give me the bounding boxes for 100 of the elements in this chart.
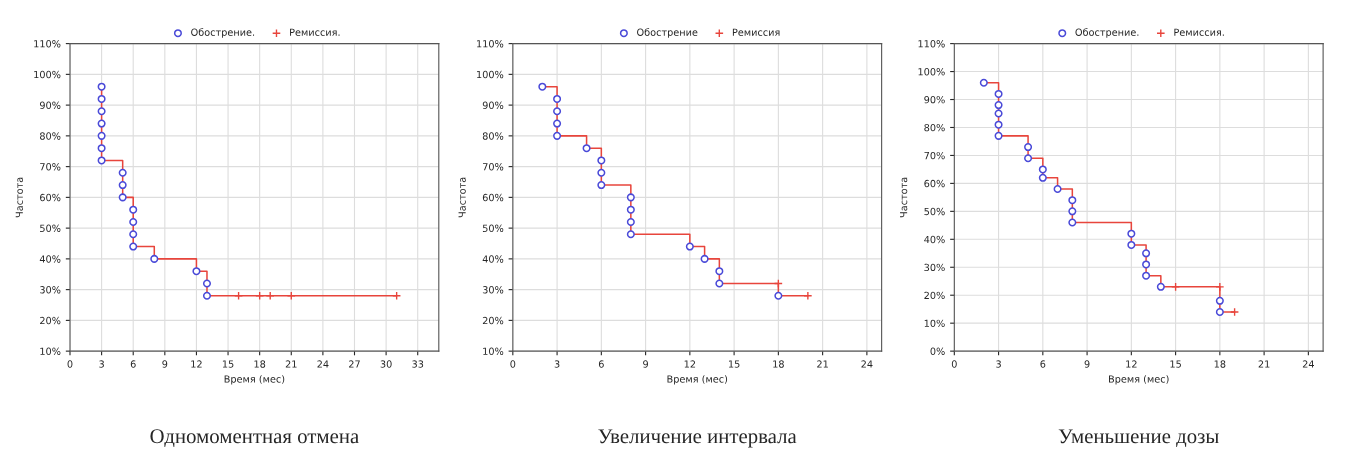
x-tick-label: 3 <box>996 360 1001 368</box>
x-tick-label: 15 <box>222 360 234 368</box>
y-tick-label: 50% <box>40 224 61 232</box>
y-tick-label: 60% <box>40 193 61 202</box>
point <box>597 168 606 177</box>
point <box>1142 249 1151 258</box>
x-axis-title: Время (мес) <box>224 375 285 385</box>
y-tick-label: 110% <box>918 40 945 48</box>
point <box>1215 307 1224 317</box>
point <box>97 119 106 128</box>
x-tick-label: 9 <box>1084 360 1090 368</box>
point <box>129 205 138 214</box>
x-tick-label: 12 <box>1126 360 1137 368</box>
y-tick-label: 110% <box>477 40 504 48</box>
point <box>597 181 606 190</box>
point <box>774 291 783 300</box>
point <box>994 131 1003 140</box>
legend-label: Обострение. <box>1075 28 1139 38</box>
point <box>1156 282 1165 291</box>
x-tick-label: 24 <box>317 360 329 368</box>
point <box>553 94 562 103</box>
point <box>1142 271 1151 280</box>
x-tick-label: 30 <box>380 360 392 368</box>
point <box>1024 154 1033 163</box>
point <box>994 89 1003 98</box>
point <box>1142 260 1151 269</box>
point <box>553 119 562 128</box>
x-tick-label: 21 <box>817 360 828 368</box>
point <box>1053 184 1062 194</box>
point <box>202 279 211 288</box>
legend-label: Ремиссия. <box>290 28 340 36</box>
x-tick-label: 33 <box>412 360 424 368</box>
point <box>129 242 138 251</box>
x-axis-title: Время (мес) <box>667 375 728 385</box>
y-tick-label: 80% <box>924 123 945 132</box>
point <box>1024 143 1033 152</box>
x-tick-label: 21 <box>285 360 297 368</box>
x-tick-label: 6 <box>1040 360 1046 368</box>
point <box>1068 196 1077 205</box>
x-tick-label: 12 <box>191 360 202 368</box>
y-tick-label: 0% <box>930 347 945 355</box>
point <box>1068 218 1077 227</box>
point <box>202 291 211 300</box>
y-tick-label: 80% <box>482 132 504 140</box>
y-tick-label: 90% <box>482 101 504 109</box>
legend-label: Ремиссия <box>732 28 780 36</box>
point <box>715 267 724 276</box>
y-tick-label: 110% <box>34 40 61 48</box>
y-tick-label: 20% <box>40 316 61 325</box>
point <box>994 109 1003 118</box>
y-tick-label: 40% <box>924 235 945 244</box>
point <box>192 267 201 276</box>
point <box>97 156 106 165</box>
point <box>129 230 138 239</box>
x-axis-title: Время (мес) <box>1109 375 1169 385</box>
point <box>597 156 606 165</box>
x-tick-label: 6 <box>598 360 604 368</box>
point <box>553 131 562 140</box>
x-tick-label: 0 <box>510 360 516 368</box>
y-tick-label: 10% <box>483 347 504 355</box>
y-tick-label: 100% <box>34 70 61 79</box>
x-tick-label: 27 <box>349 360 360 368</box>
point <box>582 144 591 153</box>
y-tick-label: 30% <box>924 263 945 272</box>
point <box>129 217 138 226</box>
point <box>118 168 127 177</box>
legend-label: Ремиссия. <box>1174 28 1224 36</box>
text: Одномоментная отмена <box>150 429 359 448</box>
point <box>97 107 106 116</box>
point <box>1215 282 1225 292</box>
x-tick-label: 21 <box>1258 360 1270 368</box>
x-tick-label: 15 <box>1170 360 1181 368</box>
y-tick-label: 10% <box>924 319 945 328</box>
point <box>1038 173 1047 182</box>
point <box>553 107 562 116</box>
point <box>1038 165 1047 174</box>
y-tick-label: 70% <box>924 151 945 160</box>
text: Уменьшение дозы <box>1058 429 1219 448</box>
point <box>150 254 159 263</box>
x-tick-label: 0 <box>67 360 73 368</box>
legend-label: Обострение <box>637 28 698 38</box>
point <box>715 279 724 288</box>
y-tick-label: 70% <box>40 163 61 171</box>
y-tick-label: 40% <box>39 255 61 263</box>
x-tick-label: 12 <box>684 360 696 368</box>
point <box>1171 282 1181 292</box>
y-axis-title: Частота <box>15 177 23 218</box>
point <box>97 82 106 91</box>
y-tick-label: 50% <box>482 224 504 232</box>
point <box>1230 307 1240 317</box>
x-tick-label: 18 <box>1214 360 1226 368</box>
y-tick-label: 10% <box>40 347 61 355</box>
x-tick-label: 9 <box>162 360 168 368</box>
point <box>97 94 106 103</box>
y-tick-label: 80% <box>40 132 61 140</box>
y-tick-label: 60% <box>924 179 945 188</box>
point <box>979 78 988 87</box>
point <box>626 205 635 214</box>
x-tick-label: 6 <box>130 360 136 368</box>
point <box>685 242 694 251</box>
